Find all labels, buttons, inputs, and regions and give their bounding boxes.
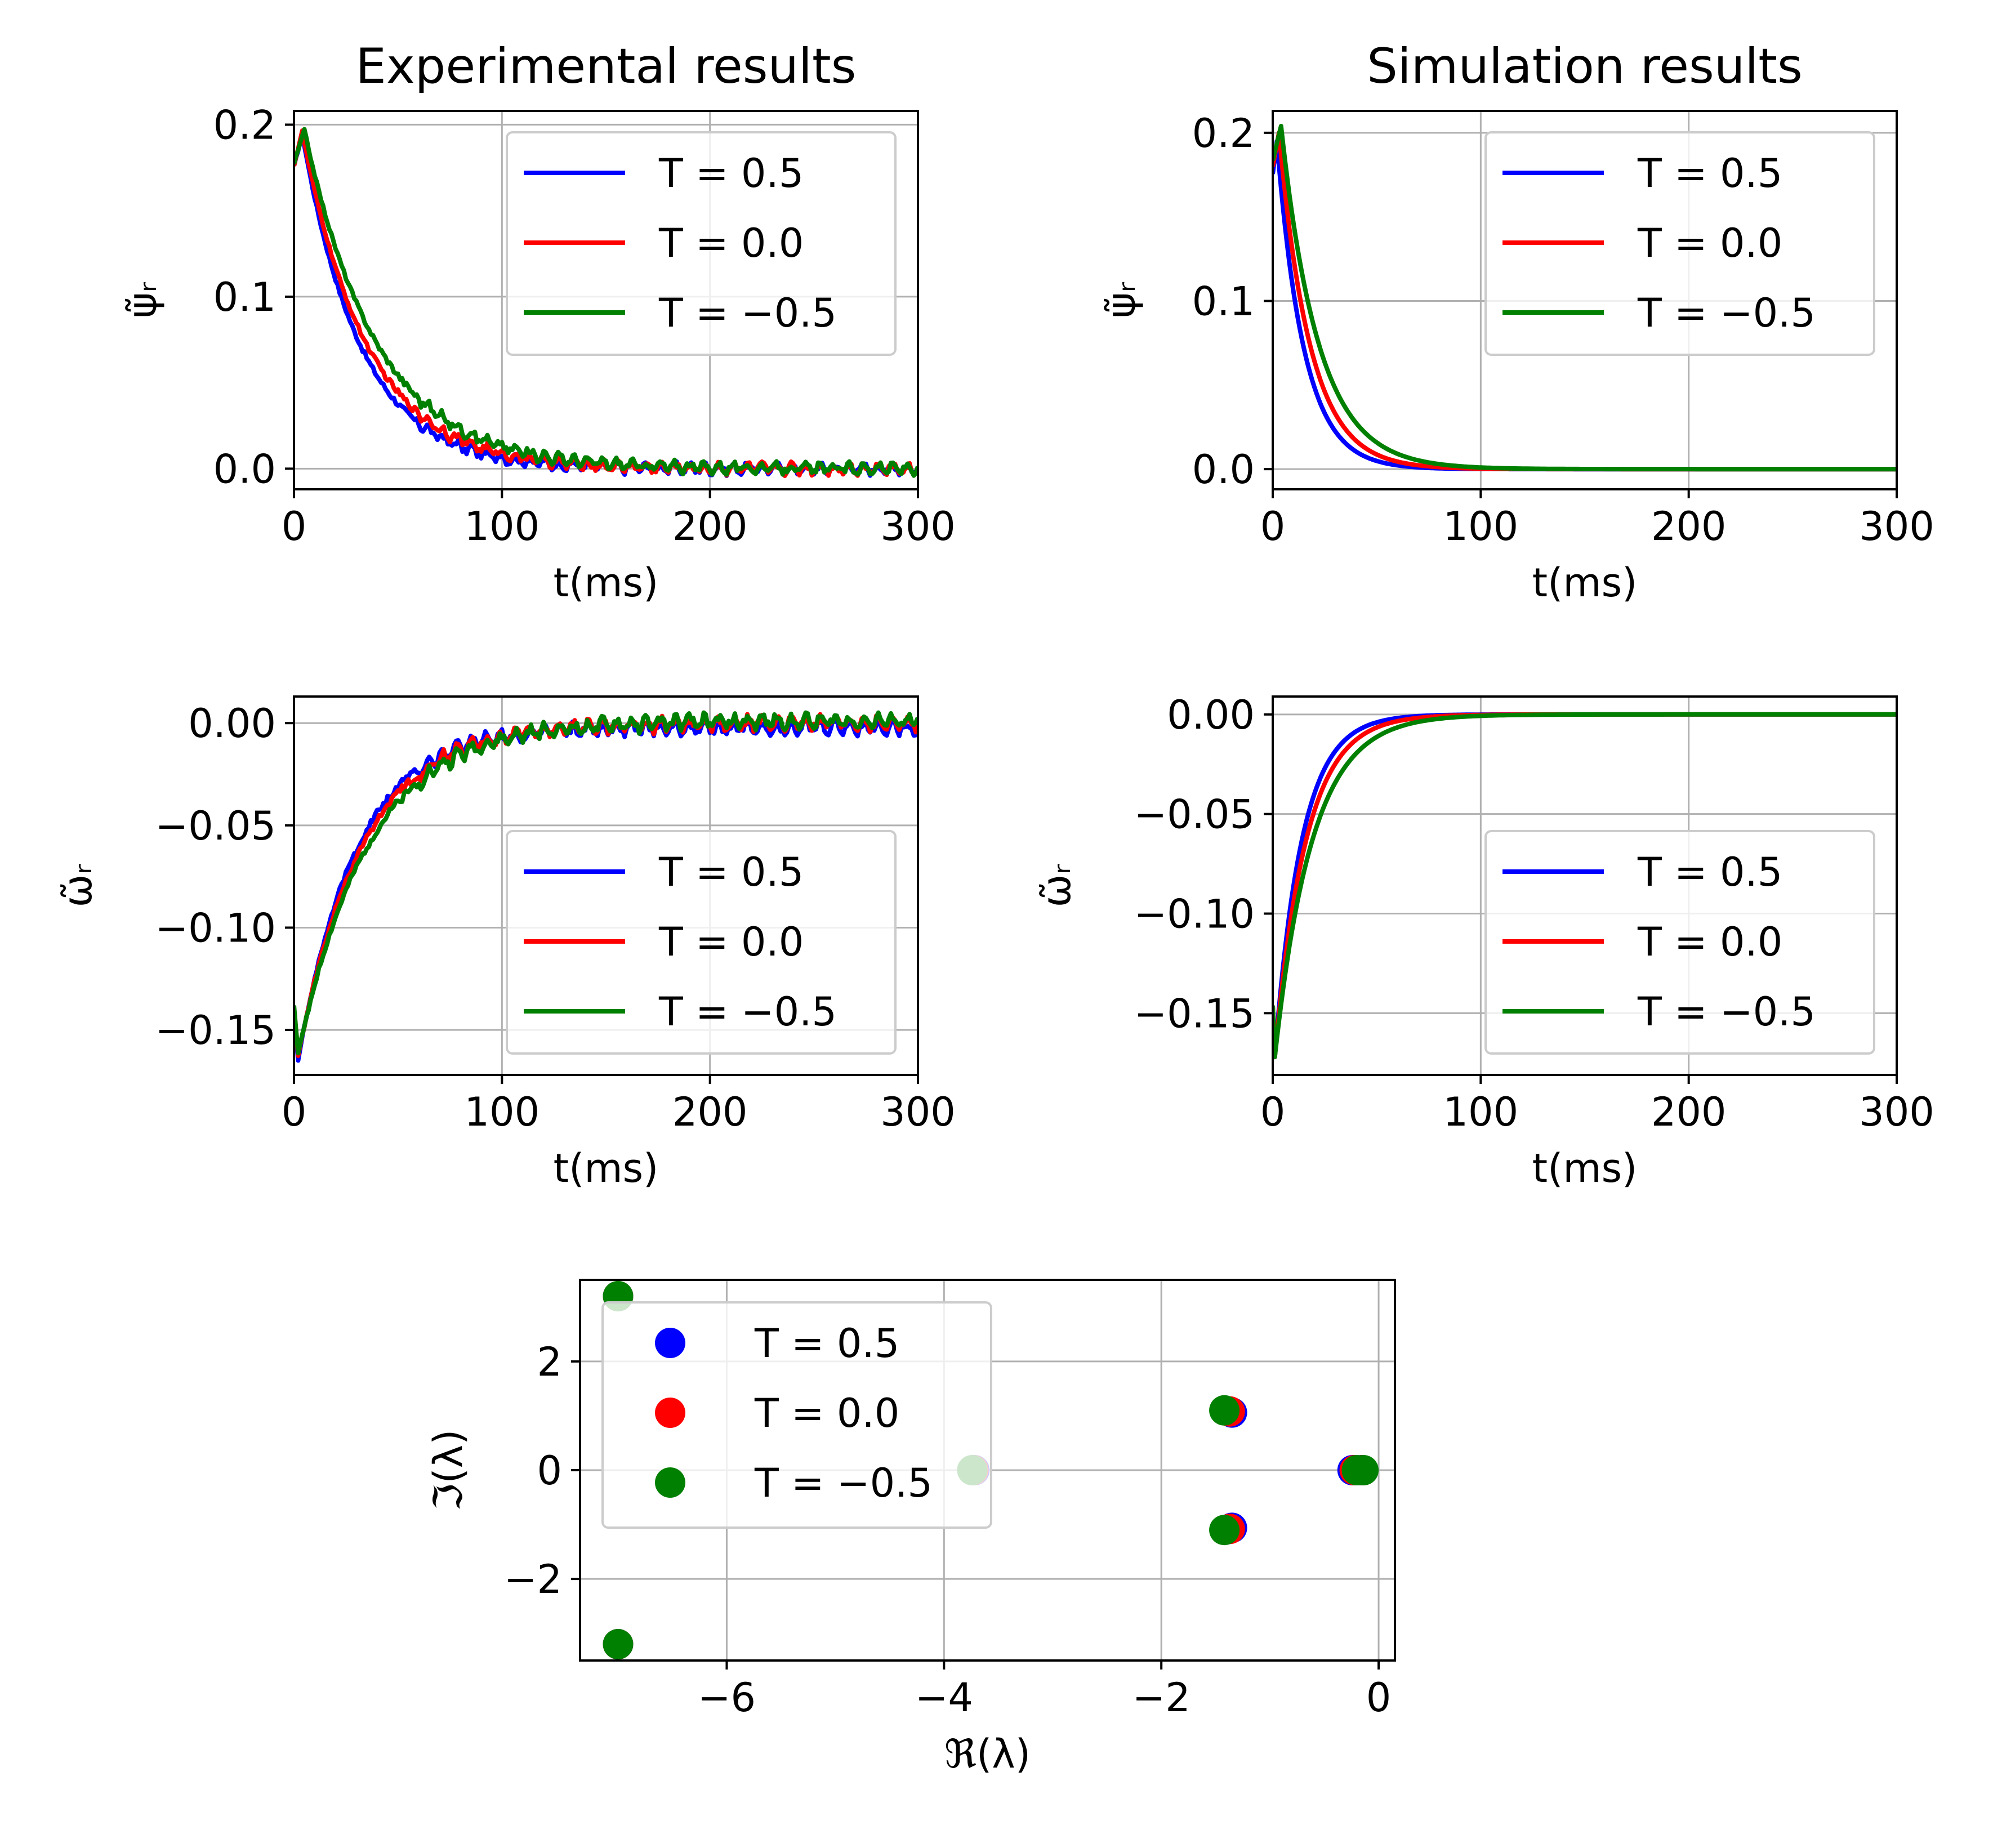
legend: T = 0.5 T = 0.0 T = −0.5 — [506, 830, 897, 1055]
x-tick-label: 200 — [1651, 1089, 1727, 1135]
x-tick-label: −4 — [915, 1675, 973, 1721]
x-tick-label: 0 — [1260, 503, 1286, 550]
x-axis-label: t(ms) — [1532, 560, 1638, 606]
plot-area — [294, 127, 918, 478]
panel-title: Simulation results — [1367, 38, 1803, 95]
x-tick-label: 0 — [1260, 1089, 1286, 1135]
plot-area — [1273, 123, 1897, 472]
legend-label: T = −0.5 — [658, 290, 837, 336]
panel-experimental-omega: 0 100 200 300 −0.15 −0.10 −0.05 0.00 t(ms) ω̃ᵣ T =… — [55, 695, 956, 1191]
panel-simulation-omega: 0 100 200 300 −0.15 −0.10 −0.05 0.00 t(ms) ω̃ᵣ T =… — [1033, 692, 1934, 1191]
series-line-2 — [1273, 712, 1897, 1060]
x-tick-label: 200 — [1651, 503, 1727, 550]
y-tick-label: −0.10 — [1134, 891, 1255, 938]
y-tick-label: 0.0 — [1192, 447, 1255, 493]
y-tick-label: 2 — [537, 1339, 562, 1385]
legend-marker — [655, 1398, 685, 1428]
y-axis-label: ψ̃ᵣ — [1098, 282, 1144, 318]
legend-label: T = 0.5 — [1637, 150, 1782, 197]
series-line-2 — [1273, 123, 1897, 472]
axes-frame — [293, 110, 919, 490]
series-line-2 — [294, 710, 918, 1056]
legend-frame — [601, 1301, 992, 1529]
x-tick-label: 100 — [1443, 503, 1519, 550]
legend-label: T = −0.5 — [1637, 290, 1816, 336]
legend: T = 0.5 T = 0.0 T = −0.5 — [1484, 830, 1875, 1055]
x-tick-label: 300 — [1859, 1089, 1934, 1135]
panel-simulation-psi: 0 100 200 300 0.0 0.1 0.2 t(ms) ψ̃ᵣ Simulation re… — [1098, 38, 1934, 606]
x-tick-label: 300 — [1859, 503, 1934, 550]
legend-label: T = −0.5 — [754, 1460, 933, 1506]
legend-label: T = 0.5 — [658, 849, 804, 895]
y-tick-label: 0.1 — [213, 274, 276, 320]
x-tick-label: 100 — [465, 1089, 540, 1135]
y-axis-label: ω̃ᵣ — [1033, 864, 1080, 908]
x-tick-label: −6 — [698, 1675, 756, 1721]
y-axis-label: ℑ(λ) — [425, 1430, 471, 1511]
legend-label: T = 0.0 — [1637, 919, 1782, 965]
y-tick-label: 0.0 — [213, 446, 276, 492]
panel-eigenvalues: −6 −4 −2 0 −2 0 2 ℜ(λ) ℑ(λ) T = 0.5 T = 0.0 T = −0.… — [425, 1279, 1396, 1777]
legend-label: T = −0.5 — [1637, 989, 1816, 1035]
plot-area — [294, 710, 918, 1063]
x-tick-label: −2 — [1133, 1675, 1191, 1721]
y-tick-label: 0.2 — [1192, 110, 1255, 157]
x-axis-label: t(ms) — [554, 560, 659, 606]
x-axis-label: t(ms) — [554, 1145, 659, 1191]
axes-frame — [1272, 695, 1898, 1076]
y-axis-label: ω̃ᵣ — [55, 864, 101, 908]
legend-frame — [506, 131, 897, 356]
y-tick-label: 0.00 — [1167, 692, 1255, 738]
eigenvalue-point — [1348, 1455, 1379, 1485]
panel-title: Experimental results — [356, 38, 857, 95]
y-tick-label: −0.10 — [155, 905, 276, 951]
y-tick-label: 0.00 — [188, 700, 276, 747]
y-tick-label: −0.05 — [1134, 792, 1255, 838]
x-axis-label: ℜ(λ) — [944, 1731, 1031, 1777]
series-line-2 — [294, 127, 918, 478]
x-tick-label: 300 — [880, 1089, 956, 1135]
plot-area — [1273, 712, 1897, 1060]
x-tick-label: 300 — [880, 503, 956, 550]
eigenvalue-point — [603, 1629, 634, 1660]
legend-label: T = 0.5 — [658, 150, 804, 197]
legend-marker — [655, 1467, 685, 1498]
legend-frame — [1484, 830, 1875, 1055]
y-tick-label: −0.15 — [1134, 990, 1255, 1037]
axes-frame — [293, 695, 919, 1076]
panel-experimental-psi: 0 100 200 300 0.0 0.1 0.2 t(ms) ψ̃ᵣ Experimental … — [119, 38, 956, 606]
y-tick-label: 0 — [537, 1448, 562, 1494]
x-tick-label: 0 — [282, 503, 307, 550]
x-tick-label: 0 — [282, 1089, 307, 1135]
legend-label: T = 0.0 — [658, 220, 804, 266]
eigenvalue-point — [1209, 1395, 1240, 1426]
legend: T = 0.5 T = 0.0 T = −0.5 — [506, 131, 897, 356]
legend-label: T = −0.5 — [658, 989, 837, 1035]
y-axis-label: ψ̃ᵣ — [119, 282, 166, 318]
legend-label: T = 0.5 — [1637, 849, 1782, 895]
y-tick-label: −2 — [504, 1556, 562, 1603]
x-tick-label: 100 — [465, 503, 540, 550]
x-tick-label: 100 — [1443, 1089, 1519, 1135]
legend: T = 0.5 T = 0.0 T = −0.5 — [1484, 131, 1875, 356]
legend: T = 0.5 T = 0.0 T = −0.5 — [601, 1301, 992, 1529]
x-tick-label: 200 — [672, 1089, 748, 1135]
x-tick-label: 200 — [672, 503, 748, 550]
legend-label: T = 0.0 — [754, 1390, 899, 1436]
eigenvalue-point — [1209, 1515, 1240, 1546]
y-tick-label: −0.15 — [155, 1007, 276, 1054]
legend-label: T = 0.5 — [754, 1320, 899, 1367]
legend-label: T = 0.0 — [658, 919, 804, 965]
y-tick-label: 0.1 — [1192, 278, 1255, 324]
legend-label: T = 0.0 — [1637, 220, 1782, 266]
legend-frame — [506, 830, 897, 1055]
x-tick-label: 0 — [1366, 1675, 1392, 1721]
legend-marker — [655, 1328, 685, 1358]
legend-frame — [1484, 131, 1875, 356]
y-tick-label: 0.2 — [213, 102, 276, 148]
x-axis-label: t(ms) — [1532, 1145, 1638, 1191]
y-tick-label: −0.05 — [155, 803, 276, 849]
